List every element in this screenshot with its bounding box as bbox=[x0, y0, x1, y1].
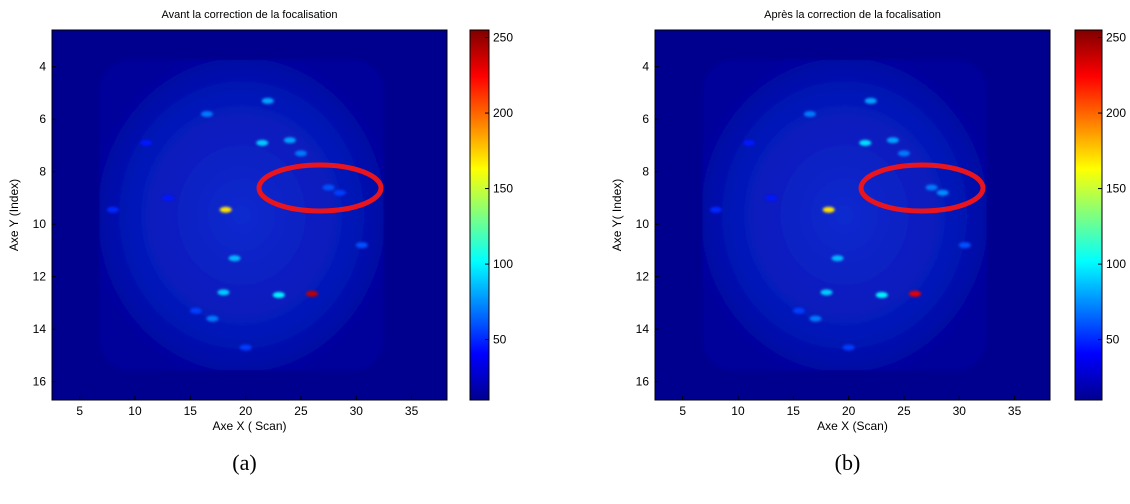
colorbar-tick-label: 50 bbox=[1106, 333, 1120, 347]
plot-texture bbox=[99, 59, 384, 371]
spot bbox=[765, 194, 778, 201]
x-tick-label: 15 bbox=[184, 404, 198, 418]
spot bbox=[831, 255, 844, 262]
x-tick-label: 5 bbox=[679, 404, 686, 418]
spot bbox=[283, 137, 296, 144]
spot bbox=[859, 139, 872, 146]
spot bbox=[261, 97, 274, 104]
y-tick-label: 4 bbox=[642, 60, 649, 74]
colorbar-tick-label: 50 bbox=[493, 333, 507, 347]
x-tick-label: 20 bbox=[239, 404, 253, 418]
spot bbox=[140, 139, 153, 146]
x-tick-label: 25 bbox=[294, 404, 308, 418]
x-tick-label: 15 bbox=[787, 404, 801, 418]
spot bbox=[256, 139, 269, 146]
spot bbox=[820, 289, 833, 296]
spot bbox=[936, 189, 949, 196]
colorbar-tick-label: 150 bbox=[493, 182, 513, 196]
plot-frame bbox=[654, 29, 1051, 401]
y-tick-label: 4 bbox=[39, 60, 46, 74]
plot-frame bbox=[51, 29, 448, 401]
y-tick-label: 12 bbox=[33, 270, 47, 284]
spots bbox=[106, 97, 368, 351]
y-tick-label: 14 bbox=[636, 322, 650, 336]
spot bbox=[206, 315, 219, 322]
y-axis-label: Axe Y( Index) bbox=[610, 179, 624, 251]
x-tick-label: 25 bbox=[897, 404, 911, 418]
colorbar bbox=[469, 29, 490, 401]
x-tick-label: 35 bbox=[1008, 404, 1022, 418]
spot bbox=[925, 184, 938, 191]
y-tick-label: 16 bbox=[33, 375, 47, 389]
spot bbox=[803, 110, 816, 117]
spot bbox=[909, 290, 922, 297]
caption: (b) bbox=[835, 450, 861, 475]
plot-texture bbox=[702, 59, 987, 371]
spot bbox=[897, 150, 910, 157]
colorbar-tick-label: 100 bbox=[493, 257, 513, 271]
spot bbox=[322, 184, 335, 191]
spot bbox=[272, 292, 285, 299]
y-tick-label: 16 bbox=[636, 375, 650, 389]
y-tick-label: 6 bbox=[39, 112, 46, 126]
y-tick-label: 12 bbox=[636, 270, 650, 284]
spot bbox=[219, 206, 232, 213]
x-tick-label: 30 bbox=[350, 404, 364, 418]
spot bbox=[842, 344, 855, 351]
spot bbox=[875, 292, 888, 299]
annotation-ellipse bbox=[256, 162, 384, 214]
x-tick-label: 35 bbox=[405, 404, 419, 418]
spot bbox=[106, 206, 119, 213]
colorbar-tick-label: 200 bbox=[1106, 106, 1126, 120]
y-axis-label: Axe Y (Index) bbox=[7, 179, 21, 251]
colorbar-tick-label: 150 bbox=[1106, 182, 1126, 196]
spot bbox=[822, 206, 835, 213]
x-tick-label: 10 bbox=[731, 404, 745, 418]
spot bbox=[809, 315, 822, 322]
spot bbox=[958, 242, 971, 249]
colorbar-tick-label: 250 bbox=[493, 31, 513, 45]
colorbar bbox=[1074, 29, 1103, 401]
spot bbox=[162, 194, 175, 201]
x-tick-label: 5 bbox=[76, 404, 83, 418]
spots bbox=[709, 97, 971, 351]
spot bbox=[864, 97, 877, 104]
x-tick-label: 30 bbox=[953, 404, 967, 418]
colorbar-tick-label: 250 bbox=[1106, 31, 1126, 45]
spot bbox=[792, 307, 805, 314]
spot bbox=[306, 290, 319, 297]
chart-title: Après la correction de la focalisation bbox=[764, 9, 941, 21]
x-tick-label: 10 bbox=[128, 404, 142, 418]
caption: (a) bbox=[232, 450, 256, 475]
spot bbox=[333, 189, 346, 196]
y-tick-label: 8 bbox=[642, 165, 649, 179]
annotation-ellipse bbox=[858, 162, 986, 214]
spot bbox=[189, 307, 202, 314]
x-tick-label: 20 bbox=[842, 404, 856, 418]
x-axis-label: Axe X (Scan) bbox=[817, 419, 888, 433]
y-tick-label: 8 bbox=[39, 165, 46, 179]
y-tick-label: 10 bbox=[33, 217, 47, 231]
chart-title: Avant la correction de la focalisation bbox=[162, 9, 338, 21]
colorbar-tick-label: 100 bbox=[1106, 257, 1126, 271]
colorbar-tick-label: 200 bbox=[493, 106, 513, 120]
spot bbox=[709, 206, 722, 213]
spot bbox=[217, 289, 230, 296]
y-tick-label: 6 bbox=[642, 112, 649, 126]
spot bbox=[886, 137, 899, 144]
spot bbox=[239, 344, 252, 351]
x-axis-label: Axe X ( Scan) bbox=[212, 419, 286, 433]
spot bbox=[200, 110, 213, 117]
spot bbox=[743, 139, 756, 146]
spot bbox=[228, 255, 241, 262]
y-tick-label: 10 bbox=[636, 217, 650, 231]
spot bbox=[355, 242, 368, 249]
spot bbox=[294, 150, 307, 157]
y-tick-label: 14 bbox=[33, 322, 47, 336]
